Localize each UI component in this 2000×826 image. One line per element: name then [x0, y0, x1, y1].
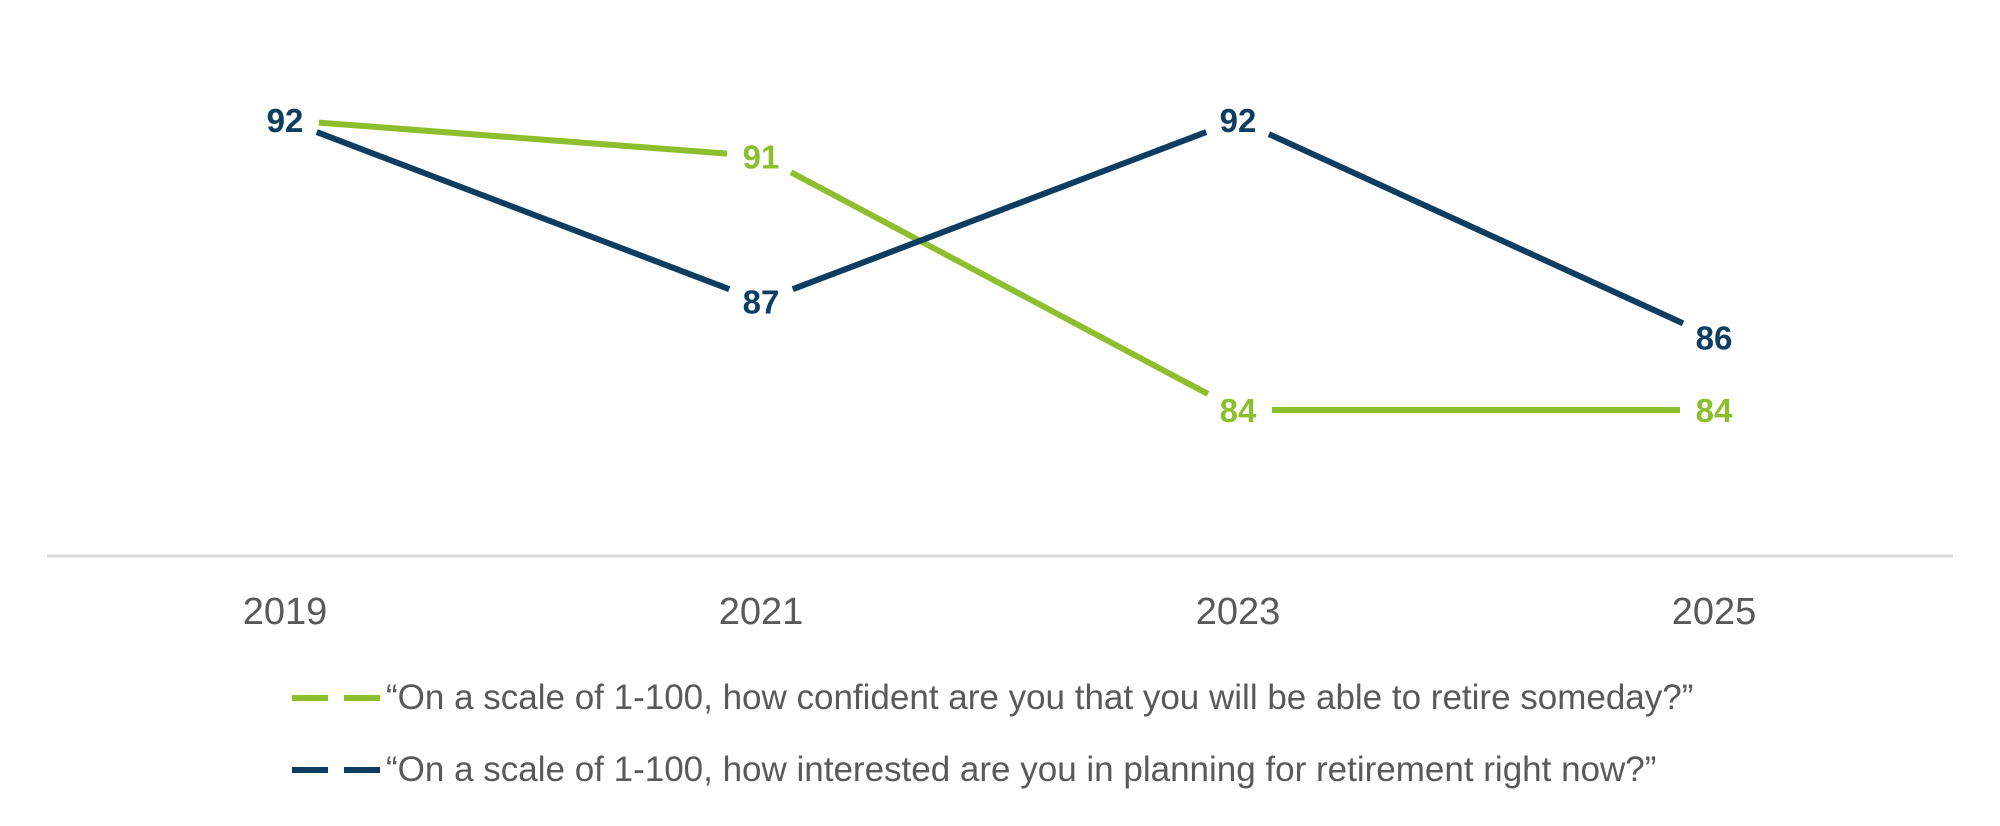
legend-swatch-confident: [292, 695, 380, 701]
series-0-segment-1: [789, 169, 1210, 397]
data-label-series-1-2023: 92: [1220, 102, 1257, 139]
series-0-segment-0: [318, 119, 728, 157]
x-tick-label-2021: 2021: [719, 591, 804, 633]
data-label-series-0-2019: 92: [267, 102, 304, 139]
x-tick-layer: 2019 2021 2023 2025: [243, 591, 1757, 633]
legend-item-interested: “On a scale of 1-100, how interested are…: [292, 750, 1656, 790]
series-1-segment-2: [1267, 131, 1685, 327]
legend-item-confident: “On a scale of 1-100, how confident are …: [292, 678, 1693, 718]
x-tick-label-2023: 2023: [1196, 591, 1281, 633]
data-label-series-1-2021: 87: [743, 283, 780, 320]
data-label-series-0-2023: 84: [1220, 392, 1257, 429]
legend-label-confident: “On a scale of 1-100, how confident are …: [386, 678, 1694, 717]
series-1-segment-1: [791, 129, 1208, 292]
data-label-series-1-2019: 92: [267, 102, 304, 139]
legend-swatch-interested: [292, 767, 380, 773]
data-label-series-1-2025: 86: [1696, 320, 1733, 357]
legend-label-interested: “On a scale of 1-100, how interested are…: [386, 750, 1657, 789]
data-label-series-0-2021: 91: [743, 138, 780, 175]
series-1-segment-0: [315, 129, 731, 292]
x-tick-label-2025: 2025: [1672, 591, 1757, 633]
data-label-series-0-2025: 84: [1696, 392, 1733, 429]
series-layer: [315, 119, 1685, 413]
x-tick-label-2019: 2019: [243, 591, 328, 633]
